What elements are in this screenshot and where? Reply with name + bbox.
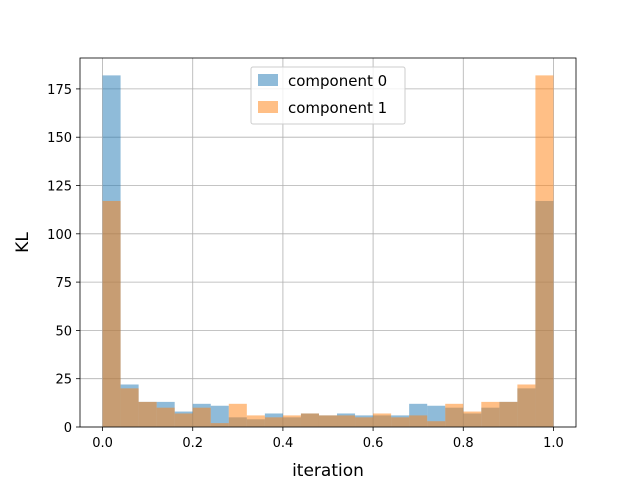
bar-component-1 bbox=[210, 423, 229, 427]
bar-component-1 bbox=[445, 403, 464, 427]
legend-label-component-1: component 1 bbox=[288, 99, 387, 117]
bar-component-1 bbox=[517, 384, 536, 427]
x-tick-label: 0.4 bbox=[273, 436, 294, 451]
y-tick-label: 125 bbox=[47, 180, 72, 195]
y-tick-label: 175 bbox=[47, 83, 72, 98]
bar-component-0 bbox=[210, 405, 229, 427]
bar-component-1 bbox=[355, 417, 374, 427]
y-axis-label: KL bbox=[13, 232, 33, 253]
bar-component-1 bbox=[120, 388, 139, 427]
bar-component-1 bbox=[228, 403, 247, 427]
legend-box bbox=[250, 66, 406, 125]
bar-component-1 bbox=[138, 401, 157, 427]
bar-component-1 bbox=[535, 75, 554, 427]
y-tick-label: 75 bbox=[55, 276, 72, 291]
bar-component-1 bbox=[102, 200, 121, 427]
y-tick-label: 100 bbox=[47, 228, 72, 243]
x-tick-label: 1.0 bbox=[543, 436, 564, 451]
bar-component-1 bbox=[481, 401, 500, 427]
bar-component-1 bbox=[373, 413, 392, 427]
bar-component-1 bbox=[499, 401, 518, 427]
x-tick-label: 0.2 bbox=[182, 436, 203, 451]
bar-component-1 bbox=[192, 407, 211, 427]
bar-component-1 bbox=[463, 411, 482, 427]
legend-swatch-component-0 bbox=[258, 74, 278, 86]
legend: component 0 component 1 bbox=[250, 66, 406, 125]
x-axis-label: iteration bbox=[292, 461, 364, 480]
plot-frame bbox=[79, 57, 577, 428]
y-tick-label: 150 bbox=[47, 131, 72, 146]
bar-component-1 bbox=[156, 407, 175, 427]
bar-component-1 bbox=[264, 417, 283, 427]
bar-component-1 bbox=[337, 415, 356, 427]
bar-component-1 bbox=[300, 413, 319, 427]
x-tick-label: 0.0 bbox=[92, 436, 113, 451]
x-tick-label: 0.8 bbox=[453, 436, 474, 451]
y-tick-label: 0 bbox=[64, 421, 72, 436]
bar-component-1 bbox=[391, 417, 410, 427]
bar-component-1 bbox=[318, 415, 338, 427]
bar-component-1 bbox=[246, 415, 265, 427]
y-tick-label: 25 bbox=[55, 373, 72, 388]
bar-component-1 bbox=[409, 415, 428, 427]
bar-component-1 bbox=[427, 421, 446, 427]
legend-label-component-0: component 0 bbox=[288, 72, 387, 90]
histogram-bars bbox=[102, 75, 554, 427]
bar-component-1 bbox=[174, 413, 193, 427]
legend-swatch-component-1 bbox=[258, 101, 278, 113]
x-tick-label: 0.6 bbox=[363, 436, 384, 451]
y-tick-label: 50 bbox=[55, 324, 72, 339]
axis-ticks: 0.0 0.2 0.4 0.6 0.8 1.0 0 25 50 75 100 125 150 175 bbox=[47, 83, 564, 451]
bar-component-1 bbox=[282, 415, 301, 427]
